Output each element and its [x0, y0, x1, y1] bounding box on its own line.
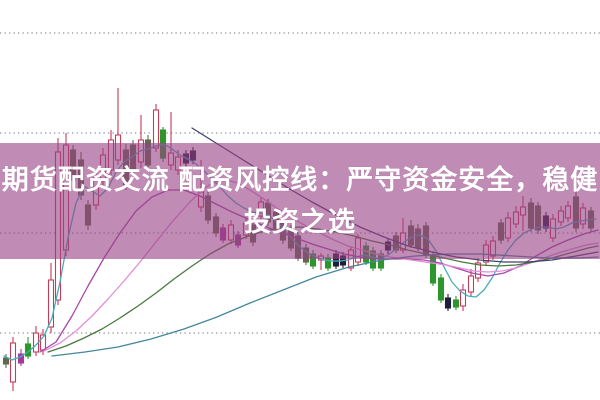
- banner-title-line1: 期货配资交流 配资风控线：严守资金安全，稳健: [1, 165, 599, 195]
- candle-body: [9, 342, 17, 383]
- candle-body: [17, 353, 25, 364]
- candle-body: [459, 289, 467, 307]
- candle-body: [47, 279, 55, 328]
- candle-body: [429, 254, 437, 284]
- candle-body: [467, 275, 475, 293]
- candle-body: [324, 257, 332, 269]
- candle-body: [437, 277, 445, 301]
- candle-body: [444, 297, 452, 309]
- banner-title-line2: 投资之选: [244, 207, 356, 237]
- title-banner: 期货配资交流 配资风控线：严守资金安全，稳健 投资之选: [0, 143, 600, 259]
- candle-body: [452, 299, 460, 308]
- candle-body: [2, 357, 10, 365]
